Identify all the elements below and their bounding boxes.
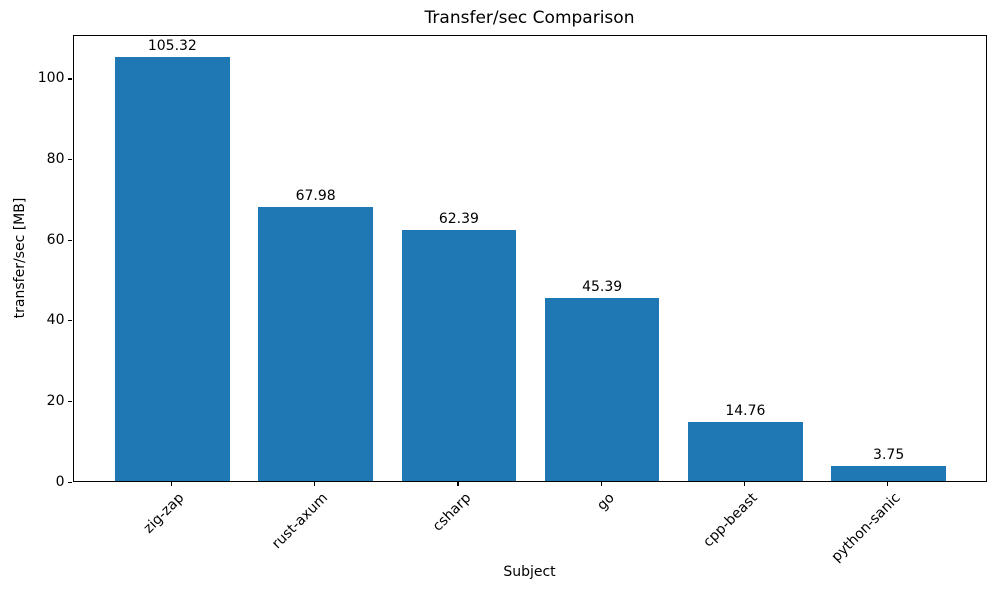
- y-tick-mark: [68, 78, 72, 80]
- bar-rust-axum: [258, 207, 373, 481]
- x-tick-label-csharp: csharp: [429, 490, 475, 535]
- bar-value-label: 67.98: [295, 188, 336, 204]
- bar-cpp-beast: [688, 421, 803, 481]
- y-tick-mark: [68, 481, 72, 483]
- y-tick-label: 40: [46, 312, 65, 329]
- y-tick-mark: [68, 400, 72, 403]
- y-tick-label: 60: [46, 231, 65, 248]
- x-tick-label-go: go: [593, 490, 618, 514]
- bar-value-label: 62.39: [438, 210, 479, 227]
- plot-area: 105.32 67.98 62.39 45.39 14.76 3.75: [72, 35, 987, 482]
- x-tick-mark: [887, 482, 889, 486]
- x-axis-label: Subject: [503, 564, 556, 580]
- chart-title: Transfer/sec Comparison: [424, 8, 635, 28]
- x-tick-mark: [457, 482, 459, 486]
- x-tick-mark: [600, 482, 602, 486]
- x-tick-label-zig-zap: zig-zap: [141, 490, 188, 537]
- bar-zig-zap: [115, 56, 230, 481]
- y-tick-mark: [68, 320, 72, 322]
- y-axis-label: transfer/sec [MB]: [12, 197, 28, 319]
- y-tick-mark: [68, 159, 72, 161]
- x-tick-label-rust-axum: rust-axum: [268, 490, 331, 553]
- y-tick-label: 80: [46, 151, 65, 168]
- y-tick-label: 0: [55, 473, 65, 490]
- bar-csharp: [401, 229, 517, 481]
- bar-value-label: 14.76: [725, 402, 766, 419]
- bar-value-label: 105.32: [147, 37, 197, 54]
- bar-go: [544, 298, 660, 481]
- bar-value-label: 45.39: [582, 279, 623, 296]
- bar-value-label: 3.75: [873, 446, 905, 463]
- x-tick-mark: [743, 482, 746, 486]
- x-tick-mark: [170, 482, 173, 486]
- y-tick-label: 20: [46, 392, 65, 409]
- y-tick-label: 100: [37, 70, 65, 87]
- x-tick-mark: [314, 482, 316, 486]
- y-tick-mark: [68, 239, 72, 241]
- bar-python-sanic: [831, 465, 946, 481]
- x-tick-label-python-sanic: python-sanic: [828, 490, 904, 566]
- x-tick-label-cpp-beast: cpp-beast: [700, 490, 761, 551]
